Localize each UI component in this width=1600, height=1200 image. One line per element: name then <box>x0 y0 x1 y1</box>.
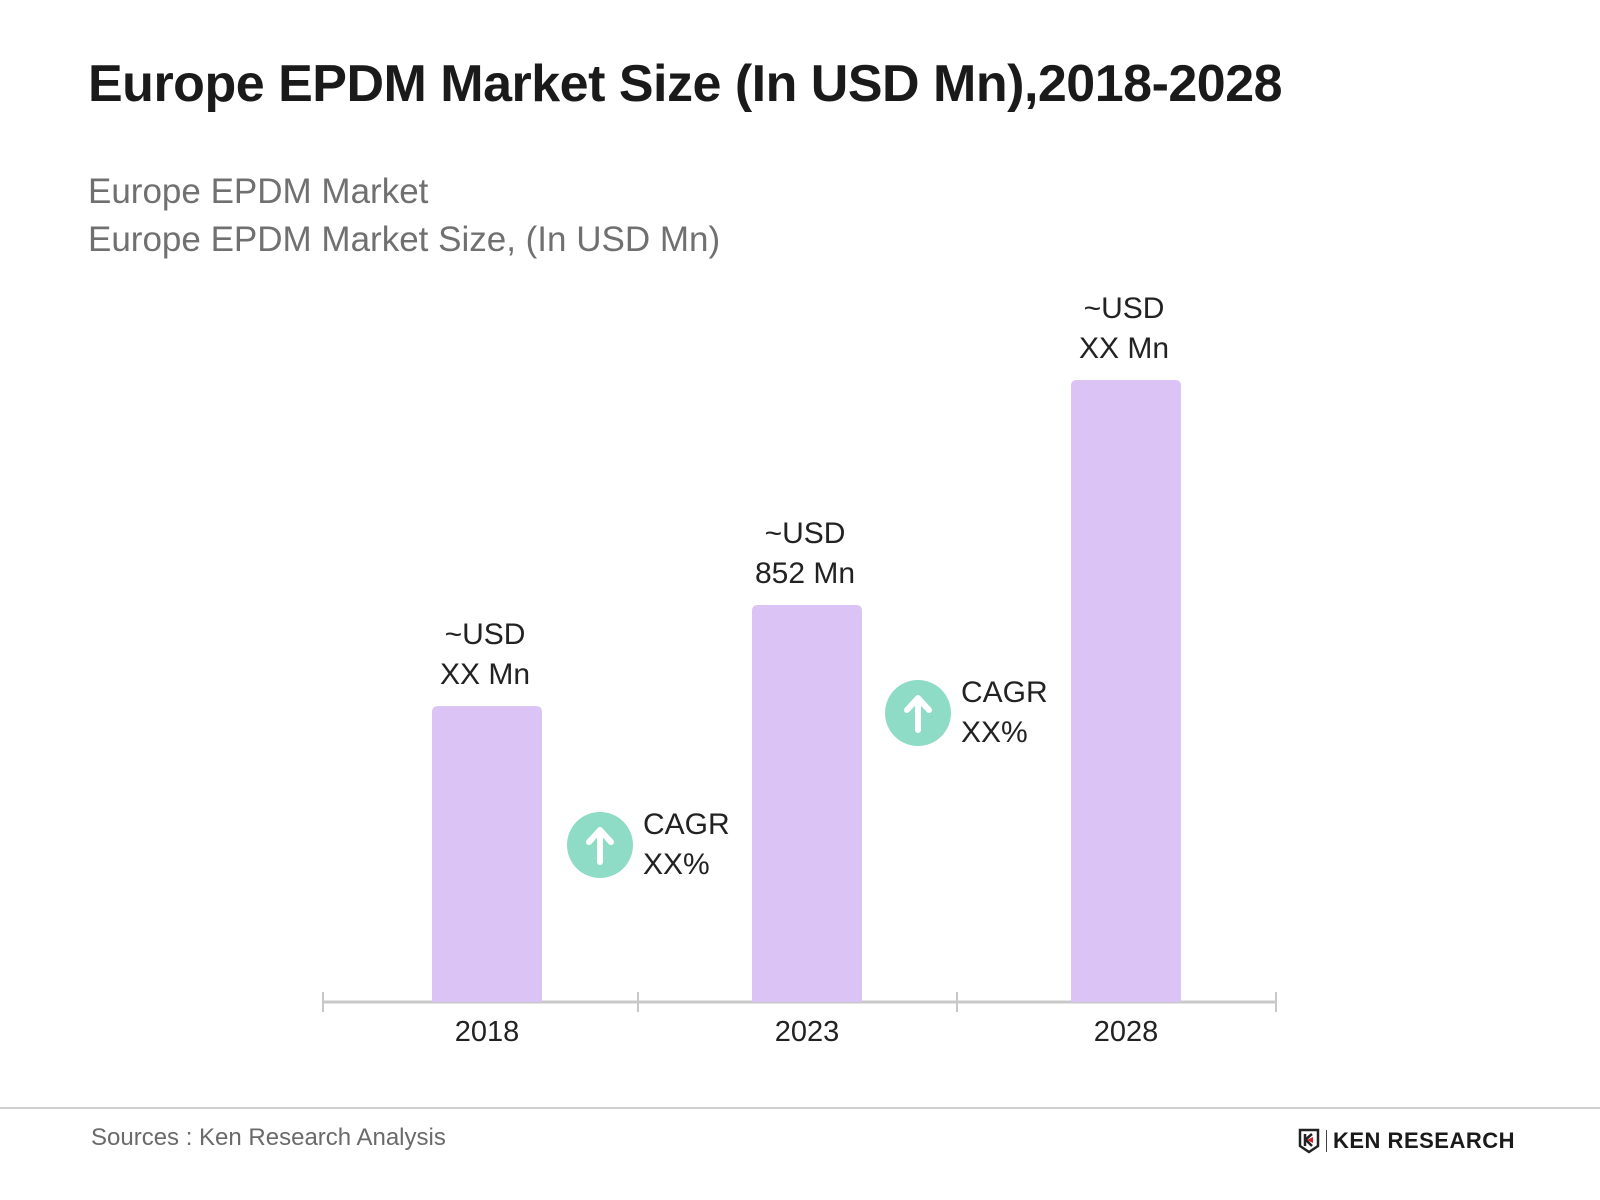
subtitle-line-2: Europe EPDM Market Size, (In USD Mn) <box>88 220 721 259</box>
ken-research-shield-icon <box>1298 1128 1320 1154</box>
x-tick-label-2018: 2018 <box>455 1016 520 1048</box>
logo-text: KEN RESEARCH <box>1333 1128 1516 1153</box>
cagr-arrow-shape <box>586 827 614 865</box>
bar-2023 <box>752 605 862 1002</box>
footer-divider <box>0 1107 1600 1109</box>
bar-2028 <box>1071 379 1181 1002</box>
data-label-2023: ~USD <box>765 517 846 550</box>
page-title: Europe EPDM Market Size (In USD Mn),2018… <box>88 55 1283 113</box>
cagr-annotation-text: XX% <box>643 848 710 881</box>
bar-2018 <box>432 706 542 1002</box>
cagr-annotation-text: CAGR <box>643 808 730 841</box>
subtitle-line-1: Europe EPDM Market <box>88 172 429 211</box>
cagr-arrow-shape <box>904 695 932 733</box>
data-label-2028: XX Mn <box>1079 332 1169 365</box>
x-tick-label-2028: 2028 <box>1094 1016 1159 1048</box>
data-label-2018: XX Mn <box>440 658 530 691</box>
ken-research-logo: KEN RESEARCH <box>1298 1128 1515 1154</box>
data-label-2028: ~USD <box>1084 292 1165 325</box>
x-tick-label-2023: 2023 <box>775 1016 840 1048</box>
cagr-annotation-text: XX% <box>961 716 1028 749</box>
bar-chart: 2018 ~USD XX Mn 2023 ~USD 852 Mn 2028 ~USD XX Mn… <box>322 292 1277 1048</box>
data-label-2023: 852 Mn <box>755 557 855 590</box>
cagr-annotation-text: CAGR <box>961 676 1048 709</box>
source-note: Sources : Ken Research Analysis <box>91 1124 446 1151</box>
data-label-2018: ~USD <box>445 618 526 651</box>
